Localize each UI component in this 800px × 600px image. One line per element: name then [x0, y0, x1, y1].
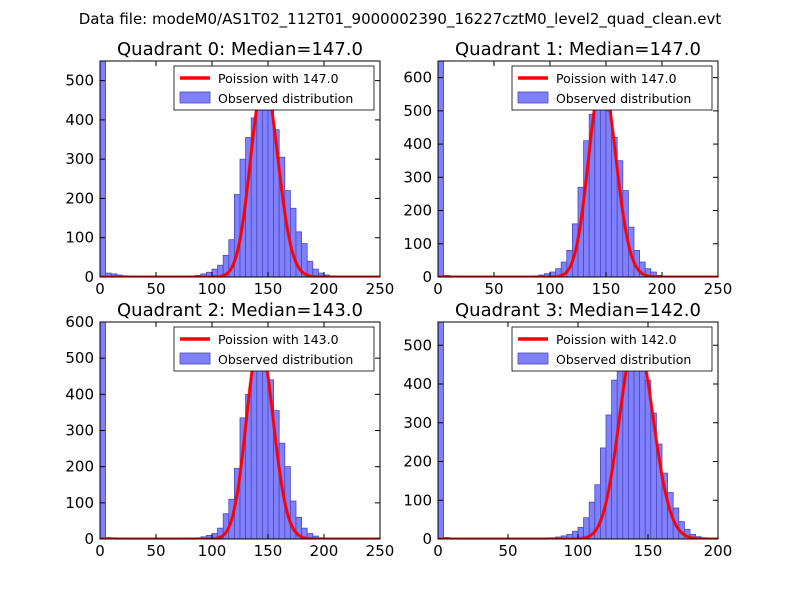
subplot-q1: 0 50 100 150 200 250 0 100 200 300 400 500 600 Quadra…: [403, 39, 732, 298]
y-tick-label: 400: [403, 375, 432, 393]
y-tick-label: 200: [403, 202, 432, 220]
x-tick-label: 150: [254, 542, 283, 560]
y-tick-label: 500: [65, 349, 94, 367]
y-tick-label: 300: [65, 422, 94, 440]
y-tick-label: 400: [403, 135, 432, 153]
y-tick-label: 200: [65, 189, 94, 207]
y-tick-label: 100: [65, 494, 94, 512]
x-tick-label: 200: [648, 280, 677, 298]
legend-label-poisson: Poission with 143.0: [218, 332, 339, 347]
y-tick-label: 200: [65, 458, 94, 476]
x-tick-label: 50: [146, 542, 165, 560]
y-tick-label: 100: [403, 491, 432, 509]
axes-frame: [437, 60, 719, 278]
poisson-curve: [438, 78, 718, 277]
subplot-title: Quadrant 2: Median=143.0: [117, 300, 363, 321]
subplot-title: Quadrant 0: Median=147.0: [117, 39, 363, 60]
x-tick-label: 200: [310, 542, 339, 560]
subplot-title: Quadrant 3: Median=142.0: [455, 300, 701, 321]
legend: Poission with 147.0 Observed distribution: [511, 65, 713, 111]
legend-bar-swatch: [517, 91, 549, 104]
legend: Poission with 143.0 Observed distribution: [173, 326, 375, 372]
y-tick-label: 200: [403, 453, 432, 471]
histogram-bars: [438, 322, 713, 539]
y-tick-label: 300: [65, 150, 94, 168]
histogram-bar: [256, 343, 263, 539]
x-tick-label: 100: [198, 280, 227, 298]
y-tick-label: 0: [422, 530, 432, 548]
y-tick-label: 0: [84, 530, 94, 548]
y-tick-label: 500: [403, 336, 432, 354]
histogram-bar: [438, 61, 444, 277]
figure-suptitle: Data file: modeM0/AS1T02_112T01_90000023…: [79, 10, 722, 29]
legend-label-poisson: Poission with 147.0: [556, 71, 677, 86]
y-tick-label: 400: [65, 111, 94, 129]
histogram-bar: [438, 322, 444, 539]
poisson-curve-group: [100, 78, 380, 277]
histogram-bar: [616, 356, 624, 539]
x-tick-label: 250: [366, 542, 395, 560]
x-tick-label: 0: [433, 542, 443, 560]
subplot-title: Quadrant 1: Median=147.0: [455, 39, 701, 60]
x-tick-label: 0: [95, 542, 105, 560]
subplot-q0: 0 50 100 150 200 250 0 100 200 300 400 500 Quadrant …: [65, 39, 394, 298]
x-tick-label: 100: [564, 542, 593, 560]
histogram-bar: [267, 107, 274, 277]
poisson-curve: [100, 79, 380, 277]
y-tick-label: 100: [65, 229, 94, 247]
histogram-bar: [605, 110, 612, 277]
histogram-bar: [594, 83, 601, 277]
legend-label-observed: Observed distribution: [556, 91, 691, 106]
legend-bar-swatch: [179, 91, 211, 104]
subplot-grid: 0 50 100 150 200 2500100200300400500Quadrant …: [65, 39, 732, 560]
histogram-bar: [639, 362, 646, 539]
y-tick-label: 500: [403, 102, 432, 120]
histogram-bar: [261, 88, 269, 277]
legend-label-observed: Observed distribution: [218, 352, 353, 367]
x-tick-label: 150: [254, 280, 283, 298]
poisson-curve: [100, 340, 380, 539]
x-tick-label: 0: [433, 280, 443, 298]
x-tick-label: 100: [198, 542, 227, 560]
x-tick-label: 250: [704, 280, 733, 298]
poisson-curve-group: [438, 77, 718, 277]
axes-frame: [99, 60, 381, 278]
subplot-q2: 0 50 100 150 200 250 0 100 200 300 400 500 600 Quadra…: [65, 300, 394, 560]
x-tick-label: 200: [704, 542, 733, 560]
x-tick-label: 50: [484, 280, 503, 298]
x-tick-label: 250: [366, 280, 395, 298]
histogram-bar: [100, 61, 106, 277]
legend-label-observed: Observed distribution: [556, 352, 691, 367]
legend-label-observed: Observed distribution: [218, 91, 353, 106]
x-tick-label: 100: [536, 280, 565, 298]
y-tick-label: 600: [403, 69, 432, 87]
y-tick-label: 400: [65, 385, 94, 403]
legend: Poission with 142.0 Observed distribution: [511, 326, 713, 372]
subplot-q3: 0 50 100 150 200 0 100 200 300 400 500 Quadrant 3: …: [403, 300, 732, 560]
poisson-curve-group: [100, 340, 380, 539]
x-tick-label: 0: [95, 280, 105, 298]
histogram-bar: [256, 93, 263, 277]
legend-bar-swatch: [517, 352, 549, 365]
y-tick-label: 0: [422, 268, 432, 286]
x-tick-label: 200: [310, 280, 339, 298]
x-tick-label: 50: [498, 542, 517, 560]
y-tick-label: 0: [84, 268, 94, 286]
y-tick-label: 600: [65, 313, 94, 331]
y-tick-label: 500: [65, 72, 94, 90]
histogram-bar: [250, 363, 258, 539]
y-tick-label: 100: [403, 235, 432, 253]
legend-bar-swatch: [179, 352, 211, 365]
legend: Poission with 147.0 Observed distribution: [173, 65, 375, 111]
x-tick-label: 150: [592, 280, 621, 298]
histogram-bar: [600, 447, 607, 539]
legend-label-poisson: Poission with 147.0: [218, 71, 339, 86]
y-tick-label: 300: [403, 414, 432, 432]
y-tick-label: 300: [403, 168, 432, 186]
x-tick-label: 150: [634, 542, 663, 560]
x-tick-label: 50: [146, 280, 165, 298]
legend-label-poisson: Poission with 142.0: [556, 332, 677, 347]
